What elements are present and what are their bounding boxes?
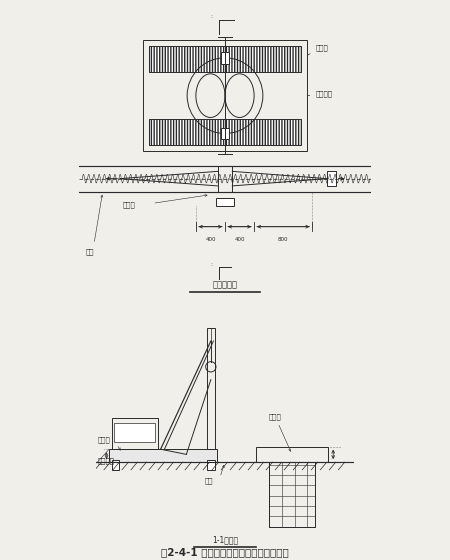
Text: 元地: 元地 — [204, 478, 213, 484]
Bar — [114, 423, 155, 441]
Text: 1-1剖置图: 1-1剖置图 — [212, 535, 238, 544]
Bar — [256, 447, 328, 462]
Text: 400: 400 — [234, 237, 245, 242]
Bar — [112, 418, 158, 449]
Bar — [327, 171, 336, 186]
Bar — [112, 460, 119, 470]
Text: 作业平台: 作业平台 — [98, 457, 114, 464]
Bar — [207, 460, 215, 470]
Text: 图2-4-1 抓斗与套管钻机相对位置示意图: 图2-4-1 抓斗与套管钻机相对位置示意图 — [161, 547, 289, 557]
Bar — [149, 46, 301, 72]
Bar — [216, 198, 234, 206]
Bar — [144, 40, 306, 151]
Text: 元地: 元地 — [85, 248, 94, 254]
Text: :: : — [211, 262, 212, 267]
Text: 800: 800 — [278, 237, 288, 242]
Text: 套管机: 套管机 — [123, 201, 136, 208]
Text: 平面示意图: 平面示意图 — [212, 281, 238, 290]
Bar — [207, 328, 215, 449]
Bar — [220, 52, 230, 64]
Bar — [149, 119, 301, 145]
Text: 作业平台: 作业平台 — [308, 91, 332, 97]
Text: :: : — [211, 15, 212, 20]
Text: 400: 400 — [205, 237, 216, 242]
Text: 套管机: 套管机 — [308, 44, 328, 55]
Bar — [109, 449, 217, 462]
Bar — [269, 462, 315, 526]
Text: 抓斗机: 抓斗机 — [98, 436, 110, 443]
Text: 套管机: 套管机 — [269, 413, 291, 451]
Bar — [220, 128, 230, 139]
